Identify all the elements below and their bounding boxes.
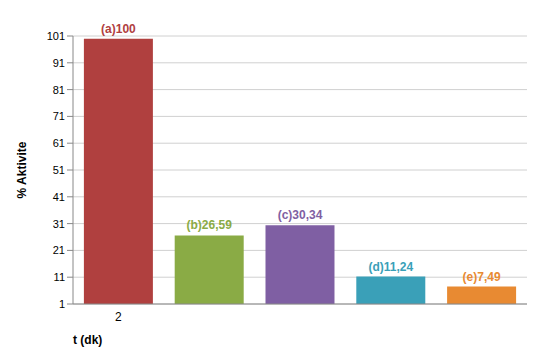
svg-text:(d)11,24: (d)11,24: [368, 260, 413, 274]
svg-text:(e)7,49: (e)7,49: [463, 270, 501, 284]
svg-text:41: 41: [53, 191, 65, 203]
svg-text:71: 71: [53, 110, 65, 122]
svg-text:91: 91: [53, 57, 65, 69]
svg-text:(a)100: (a)100: [101, 22, 136, 36]
svg-text:t (dk): t (dk): [73, 333, 102, 347]
svg-text:(b)26,59: (b)26,59: [187, 218, 233, 232]
svg-text:(c)30,34: (c)30,34: [278, 208, 323, 222]
svg-text:21: 21: [53, 244, 65, 256]
svg-text:61: 61: [53, 137, 65, 149]
svg-text:% Aktivite: % Aktivite: [15, 141, 29, 198]
svg-text:31: 31: [53, 218, 65, 230]
svg-text:81: 81: [53, 84, 65, 96]
svg-text:2: 2: [115, 310, 122, 324]
svg-text:1: 1: [59, 298, 65, 310]
svg-text:51: 51: [53, 164, 65, 176]
svg-text:101: 101: [47, 30, 65, 42]
svg-text:11: 11: [54, 271, 65, 283]
